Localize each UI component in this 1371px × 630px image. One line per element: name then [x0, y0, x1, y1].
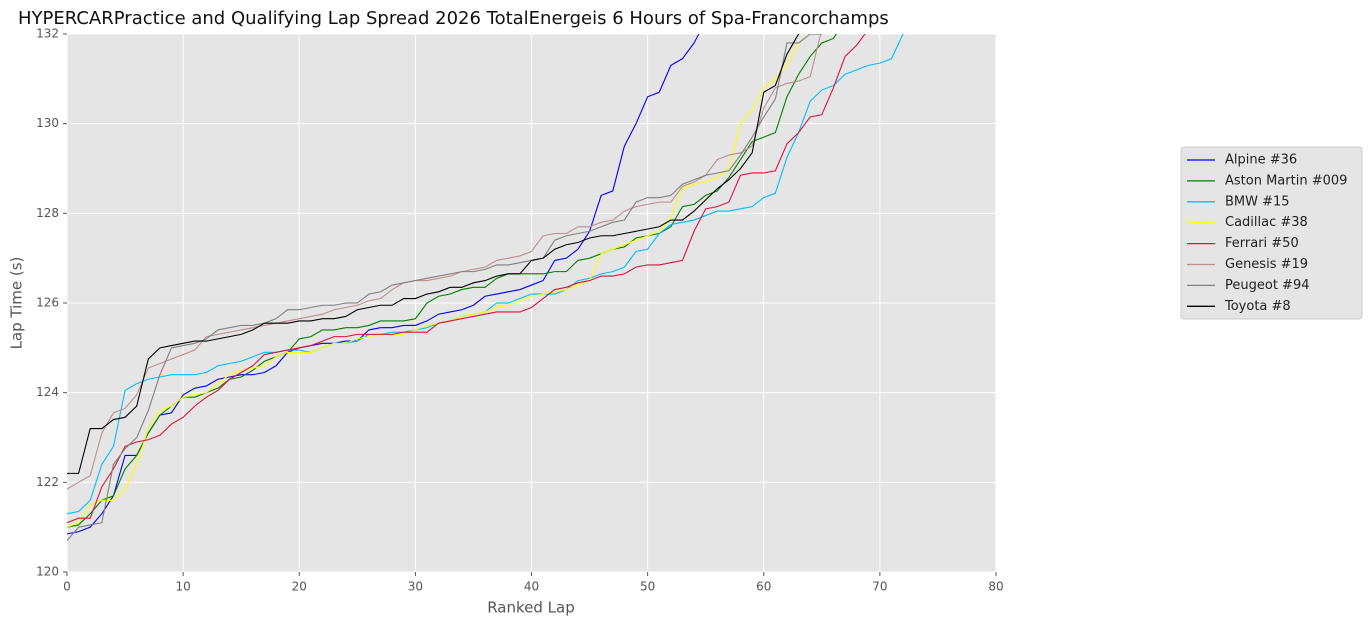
y-tick-label: 124	[36, 385, 59, 399]
series-line	[67, 34, 866, 524]
x-tick-label: 70	[872, 580, 887, 594]
chart-title: HYPERCARPractice and Qualifying Lap Spre…	[18, 8, 889, 29]
x-tick-label: 30	[408, 580, 423, 594]
legend-label: Genesis #19	[1225, 257, 1308, 272]
legend-label: Cadillac #38	[1225, 215, 1308, 230]
y-tick-label: 120	[36, 565, 59, 579]
x-tick-label: 80	[988, 580, 1003, 594]
legend-label: BMW #15	[1225, 194, 1290, 209]
y-tick-label: 122	[36, 475, 59, 489]
y-tick-label: 130	[36, 116, 59, 130]
legend-label: Peugeot #94	[1225, 278, 1309, 293]
legend-items: Alpine #36 Aston Martin #009 BMW #15 Cadill…	[1187, 153, 1347, 314]
series-line	[67, 34, 822, 490]
legend-label: Toyota #8	[1224, 299, 1291, 314]
series-line	[67, 34, 837, 528]
y-tick-label: 132	[36, 27, 59, 41]
x-tick-label: 60	[756, 580, 771, 594]
y-axis-label: Lap Time (s)	[8, 257, 26, 350]
labels: 120 122 124 126 128 130 132 0 10 20 30 40 50 60 70 80	[36, 27, 1004, 594]
x-tick-label: 50	[640, 580, 655, 594]
legend-label: Aston Martin #009	[1225, 173, 1347, 188]
y-tick-label: 126	[36, 296, 59, 310]
legend-label: Alpine #36	[1225, 153, 1297, 168]
series-line	[67, 34, 823, 541]
legend	[1180, 146, 1363, 320]
lines	[67, 34, 904, 541]
series-line	[67, 34, 700, 535]
x-tick-label: 10	[175, 580, 190, 594]
legend-label: Ferrari #50	[1225, 236, 1299, 251]
x-tick-label: 20	[292, 580, 307, 594]
x-axis-label: Ranked Lap	[487, 599, 575, 617]
y-tick-label: 128	[36, 206, 59, 220]
series-line	[67, 34, 800, 474]
x-tick-label: 40	[524, 580, 539, 594]
series-line	[67, 34, 904, 515]
x-tick-label: 0	[63, 580, 71, 594]
